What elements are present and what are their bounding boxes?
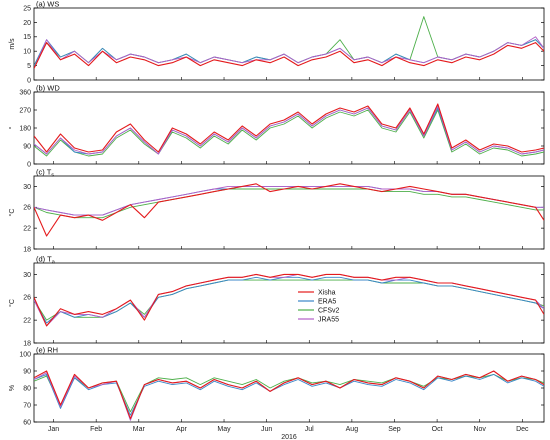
y-tick-label: 22 <box>23 318 31 325</box>
y-tick-label: 20 <box>23 20 31 27</box>
panel-frame <box>33 7 545 81</box>
y-tick-label: 10 <box>23 49 31 56</box>
x-tick-label: Feb <box>90 426 102 433</box>
panel-title-main: (e) RH <box>36 346 58 355</box>
series-line-xisha <box>34 103 544 153</box>
panel-ts: 18 22 26 30 °C (c) Ts <box>8 168 545 253</box>
series-line-cfsv2 <box>34 373 544 413</box>
panel-title-main: (c) T <box>36 168 52 177</box>
panel-ta: 18 22 26 30 °C (d) Ta <box>8 255 545 347</box>
series-line-jra55 <box>34 105 544 155</box>
y-tick-label: 15 <box>23 34 31 41</box>
series-line-xisha <box>34 42 544 69</box>
panel-title: (e) RH <box>36 346 58 355</box>
y-tick-label: 90 <box>23 143 31 150</box>
panel-title-main: (a) WS <box>36 0 59 9</box>
panel-title: (b) WD <box>36 84 60 93</box>
x-tick-label: Jan <box>48 426 59 433</box>
series-line-cfsv2 <box>34 109 544 157</box>
y-tick-label: 25 <box>23 5 31 12</box>
series-line-era5 <box>34 185 544 216</box>
panel-title-subscript: s <box>51 173 54 179</box>
x-tick-label: Sep <box>388 426 401 433</box>
y-axis-label: ° <box>8 126 16 129</box>
panel-title: (c) Ts <box>36 168 54 179</box>
y-axis-label: % <box>9 385 16 391</box>
series-line-jra55 <box>34 185 544 216</box>
shared-x-axis: Jan Feb Mar Apr May Jun Jul Aug Sep Oct Nov Dec 2016 <box>48 426 529 440</box>
y-tick-label: 30 <box>23 184 31 191</box>
series-line-era5 <box>34 276 544 324</box>
y-tick-label: 22 <box>23 226 31 233</box>
series-group <box>34 16 544 69</box>
y-tick-label: 18 <box>23 340 31 347</box>
legend-label-jra55: JRA55 <box>318 317 339 324</box>
y-tick-label: 180 <box>19 125 31 132</box>
panel-frame <box>33 262 545 344</box>
series-line-xisha <box>34 183 544 237</box>
x-tick-label: Jun <box>261 426 272 433</box>
series-line-xisha <box>34 370 544 420</box>
x-tick-label: Apr <box>176 426 188 433</box>
y-tick-label: 60 <box>23 419 31 426</box>
series-line-xisha <box>34 273 544 327</box>
panel-title-main: (b) WD <box>36 84 60 93</box>
y-tick-label: 270 <box>19 107 31 114</box>
series-line-era5 <box>34 39 544 66</box>
y-tick-label: 70 <box>23 402 31 409</box>
panel-title-main: (d) T <box>36 255 52 264</box>
y-axis-label: °C <box>8 299 16 307</box>
y-tick-label: 80 <box>23 385 31 392</box>
panel-wd: 0 90 180 270 360 ° (b) WD <box>8 84 545 168</box>
x-tick-label: Aug <box>346 426 359 433</box>
series-group <box>34 103 544 157</box>
panel-frame <box>33 91 545 165</box>
y-tick-label: 0 <box>27 77 31 84</box>
y-tick-label: 18 <box>23 246 31 253</box>
x-tick-label: Oct <box>432 426 443 433</box>
x-axis-label: 2016 <box>281 434 297 440</box>
panel-title: (d) Ta <box>36 255 56 266</box>
series-line-era5 <box>34 107 544 155</box>
series-group <box>34 273 544 327</box>
series-line-jra55 <box>34 273 544 327</box>
x-tick-label: Mar <box>133 426 146 433</box>
y-tick-label: 100 <box>19 351 31 358</box>
legend-label-cfsv2: CFSv2 <box>318 308 340 315</box>
panels-group: 0 5 10 15 20 25 m/s (a) WS 0 90 180 270 360 ° (b) WD 18… <box>8 0 545 426</box>
panel-ws: 0 5 10 15 20 25 m/s (a) WS <box>9 0 545 84</box>
x-tick-label: Nov <box>473 426 486 433</box>
series-line-era5 <box>34 373 544 416</box>
y-tick-label: 30 <box>23 272 31 279</box>
series-line-jra55 <box>34 370 544 421</box>
y-axis-label: m/s <box>9 38 16 50</box>
y-tick-label: 26 <box>23 295 31 302</box>
x-tick-label: May <box>217 426 231 433</box>
series-group <box>34 370 544 421</box>
x-tick-label: Jul <box>305 426 314 433</box>
panel-frame <box>33 353 545 423</box>
series-line-jra55 <box>34 36 544 69</box>
panel-frame <box>33 175 545 250</box>
legend-label-era5: ERA5 <box>318 299 336 306</box>
x-tick-label: Dec <box>516 426 529 433</box>
panel-title-subscript: a <box>52 260 56 266</box>
panel-title: (a) WS <box>36 0 59 9</box>
y-axis-label: °C <box>8 209 16 217</box>
y-tick-label: 0 <box>27 161 31 168</box>
panel-rh: 60 70 80 90 100% (e) RH <box>9 346 545 426</box>
y-tick-label: 26 <box>23 205 31 212</box>
y-tick-label: 5 <box>27 63 31 70</box>
legend: Xisha ERA5 CFSv2 JRA55 <box>298 290 340 324</box>
series-group <box>34 183 544 237</box>
legend-label-xisha: Xisha <box>318 290 336 297</box>
y-tick-label: 90 <box>23 368 31 375</box>
y-tick-label: 360 <box>19 89 31 96</box>
series-line-cfsv2 <box>34 188 544 219</box>
